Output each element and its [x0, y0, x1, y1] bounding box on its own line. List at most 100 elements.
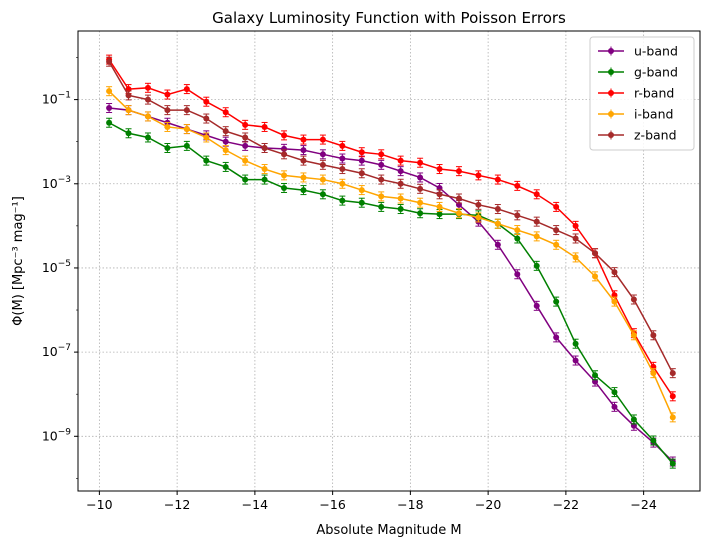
- data-point: [397, 157, 404, 164]
- data-point: [630, 296, 637, 303]
- data-point: [222, 147, 229, 154]
- data-point: [630, 416, 637, 423]
- legend-item: g-band: [598, 65, 678, 80]
- data-point: [183, 86, 190, 93]
- data-point: [183, 142, 190, 149]
- data-point: [300, 187, 307, 194]
- data-point: [319, 151, 326, 158]
- data-point: [281, 184, 288, 191]
- data-point: [533, 218, 540, 225]
- data-point: [436, 211, 443, 218]
- data-point: [611, 269, 618, 276]
- data-point: [436, 203, 443, 210]
- data-point: [397, 195, 404, 202]
- data-point: [358, 157, 365, 164]
- data-point: [358, 149, 365, 156]
- data-point: [553, 203, 560, 210]
- data-point: [494, 241, 501, 248]
- data-point: [669, 460, 676, 467]
- x-tick-label: −18: [397, 497, 423, 512]
- data-point: [164, 107, 171, 114]
- data-point: [242, 121, 249, 128]
- data-point: [319, 176, 326, 183]
- series-line: [108, 122, 674, 465]
- data-point: [358, 187, 365, 194]
- data-point: [572, 340, 579, 347]
- data-point: [553, 227, 560, 234]
- data-point: [261, 176, 268, 183]
- data-point: [300, 136, 307, 143]
- x-tick-label: −12: [164, 497, 190, 512]
- data-point: [397, 180, 404, 187]
- data-point: [572, 357, 579, 364]
- data-point: [300, 147, 307, 154]
- data-point: [669, 393, 676, 400]
- data-point: [242, 134, 249, 141]
- data-point: [669, 414, 676, 421]
- legend-label: u-band: [634, 44, 678, 59]
- data-point: [611, 298, 618, 305]
- data-point: [144, 96, 151, 103]
- data-point: [494, 220, 501, 227]
- data-point: [300, 174, 307, 181]
- data-point: [358, 170, 365, 177]
- data-point: [417, 210, 424, 217]
- data-point: [281, 145, 288, 152]
- data-point: [455, 195, 462, 202]
- data-point: [203, 157, 210, 164]
- plot-frame: [77, 30, 701, 492]
- data-point: [144, 84, 151, 91]
- legend-marker: [608, 111, 614, 117]
- data-point: [553, 298, 560, 305]
- y-axis: 10−9 10−7 10−5 10−3 10−1: [42, 57, 78, 479]
- data-point: [261, 144, 268, 151]
- y-axis-label: Φ(M) [Mpc⁻³ mag⁻¹]: [11, 196, 26, 326]
- y-tick-label: 10−9: [42, 427, 71, 443]
- y-tick-label: 10−1: [42, 91, 71, 107]
- data-point: [358, 199, 365, 206]
- data-point: [261, 166, 268, 173]
- data-point: [417, 199, 424, 206]
- legend-box: [589, 36, 695, 151]
- series-layer: [106, 54, 676, 469]
- legend-marker: [608, 69, 614, 75]
- data-point: [417, 185, 424, 192]
- data-point: [475, 201, 482, 208]
- data-point: [436, 191, 443, 198]
- data-point: [514, 182, 521, 189]
- data-point: [650, 437, 657, 444]
- legend-label: r-band: [634, 86, 674, 101]
- data-point: [455, 210, 462, 217]
- data-point: [125, 107, 132, 114]
- data-point: [242, 142, 249, 149]
- data-point: [106, 105, 113, 112]
- series-line: [109, 107, 674, 463]
- data-point: [203, 98, 210, 105]
- y-tick-label: 10−7: [42, 343, 71, 359]
- y-tick-label: 10−3: [42, 175, 71, 191]
- data-point: [455, 168, 462, 175]
- data-point: [592, 372, 599, 379]
- x-tick-label: −20: [475, 497, 501, 512]
- series-line: [108, 61, 674, 374]
- data-point: [164, 123, 171, 130]
- data-point: [611, 389, 618, 396]
- series-line: [108, 59, 674, 397]
- x-tick-label: −24: [630, 497, 656, 512]
- data-point: [222, 138, 229, 145]
- legend-marker: [608, 132, 614, 138]
- data-point: [261, 123, 268, 130]
- data-point: [378, 161, 385, 168]
- data-point: [339, 180, 346, 187]
- x-tick-label: −16: [319, 497, 345, 512]
- data-point: [144, 113, 151, 120]
- data-point: [572, 235, 579, 242]
- data-point: [183, 107, 190, 114]
- data-point: [650, 332, 657, 339]
- data-point: [319, 161, 326, 168]
- data-point: [650, 370, 657, 377]
- data-point: [300, 157, 307, 164]
- legend-marker: [608, 90, 614, 96]
- data-point: [514, 271, 521, 278]
